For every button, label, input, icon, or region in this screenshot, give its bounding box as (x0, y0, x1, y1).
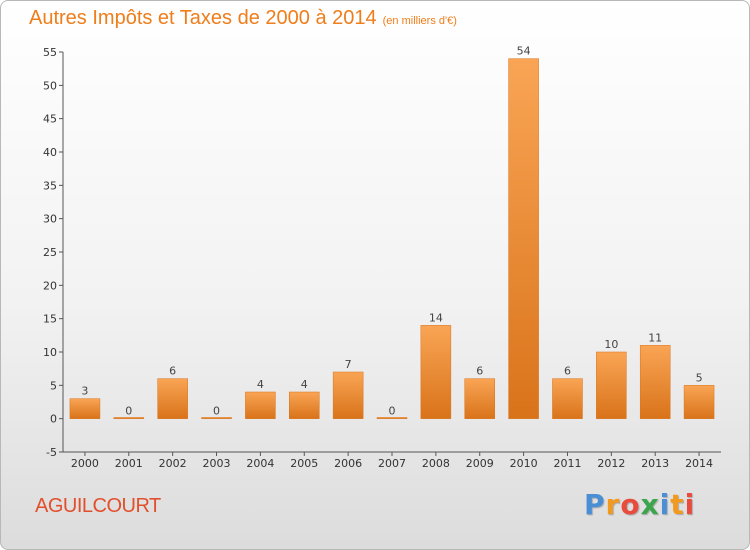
x-tick-label: 2006 (334, 457, 362, 470)
chart-title: Autres Impôts et Taxes de 2000 à 2014 (en… (29, 7, 457, 30)
x-tick-label: 2009 (466, 457, 494, 470)
y-tick-label: 50 (43, 79, 57, 92)
logo-letter: i (659, 488, 671, 521)
bar-value-label: 7 (345, 358, 352, 371)
logo-letter: t (670, 488, 685, 521)
x-tick-label: 2000 (71, 457, 99, 470)
logo-letter: o (620, 488, 641, 521)
bar-value-label: 0 (389, 405, 396, 418)
bar-2010 (508, 58, 539, 419)
x-tick-label: 2003 (203, 457, 231, 470)
y-tick-label: 30 (43, 213, 57, 226)
bar-2000 (69, 398, 101, 419)
bar-value-label: 54 (517, 45, 531, 58)
bar-value-label: 0 (125, 405, 132, 418)
bar-value-label: 6 (564, 365, 571, 378)
x-tick-label: 2010 (510, 457, 538, 470)
bar-2009 (464, 378, 495, 419)
x-tick-label: 2011 (553, 457, 581, 470)
bar-2002 (157, 378, 188, 419)
y-tick-label: 55 (43, 46, 57, 59)
bar-value-label: 4 (301, 378, 308, 391)
bar-2014 (683, 385, 715, 419)
x-tick-label: 2008 (422, 457, 450, 470)
y-tick-label: 20 (43, 279, 57, 292)
bar-2005 (289, 391, 320, 419)
bar-value-label: 6 (476, 365, 483, 378)
y-tick-label: -5 (46, 446, 57, 459)
y-tick-label: 45 (43, 113, 57, 126)
x-tick-label: 2001 (115, 457, 143, 470)
y-tick-label: 35 (43, 179, 57, 192)
x-tick-label: 2002 (159, 457, 187, 470)
bar-2001 (113, 417, 145, 419)
bar-value-label: 6 (169, 365, 176, 378)
bar-2008 (420, 325, 452, 419)
bar-value-label: 11 (648, 331, 662, 344)
x-tick-label: 2004 (246, 457, 274, 470)
y-tick-label: 25 (43, 246, 57, 259)
bar-2004 (245, 391, 276, 419)
bar-2013 (639, 345, 671, 419)
bar-value-label: 4 (257, 378, 264, 391)
proxiti-logo[interactable]: Proxiti (584, 488, 695, 521)
y-tick-label: 10 (43, 346, 57, 359)
x-tick-label: 2012 (597, 457, 625, 470)
x-tick-label: 2013 (641, 457, 669, 470)
bar-value-label: 0 (213, 405, 220, 418)
bar-value-label: 14 (429, 311, 443, 324)
y-tick-label: 40 (43, 146, 57, 159)
bar-2012 (596, 351, 627, 419)
chart-subtitle: (en milliers d'€) (382, 15, 457, 27)
bar-2011 (552, 378, 583, 419)
y-tick-label: 5 (50, 379, 57, 392)
logo-letter: r (605, 488, 621, 521)
x-tick-label: 2007 (378, 457, 406, 470)
bar-2003 (201, 417, 232, 419)
logo-letter: P (584, 488, 606, 521)
bar-value-label: 3 (81, 385, 88, 398)
bar-value-label: 10 (604, 338, 618, 351)
x-tick-label: 2014 (685, 457, 713, 470)
y-tick-label: 0 (50, 413, 57, 426)
bar-2006 (332, 371, 364, 419)
x-tick-label: 2005 (290, 457, 318, 470)
commune-name: AGUILCOURT (35, 495, 161, 517)
chart-labels: 2000 3 2001 0 2002 6 2003 0 2004 4 2005 4 2006 7 2007 0… (71, 45, 713, 470)
chart-title-text: Autres Impôts et Taxes de 2000 à 2014 (29, 7, 377, 29)
bar-value-label: 5 (696, 371, 703, 384)
bar-2007 (376, 417, 408, 419)
chart-bars (69, 58, 715, 419)
logo-letter: i (684, 488, 696, 521)
y-tick-label: 15 (43, 313, 57, 326)
logo-letter: x (640, 488, 660, 521)
